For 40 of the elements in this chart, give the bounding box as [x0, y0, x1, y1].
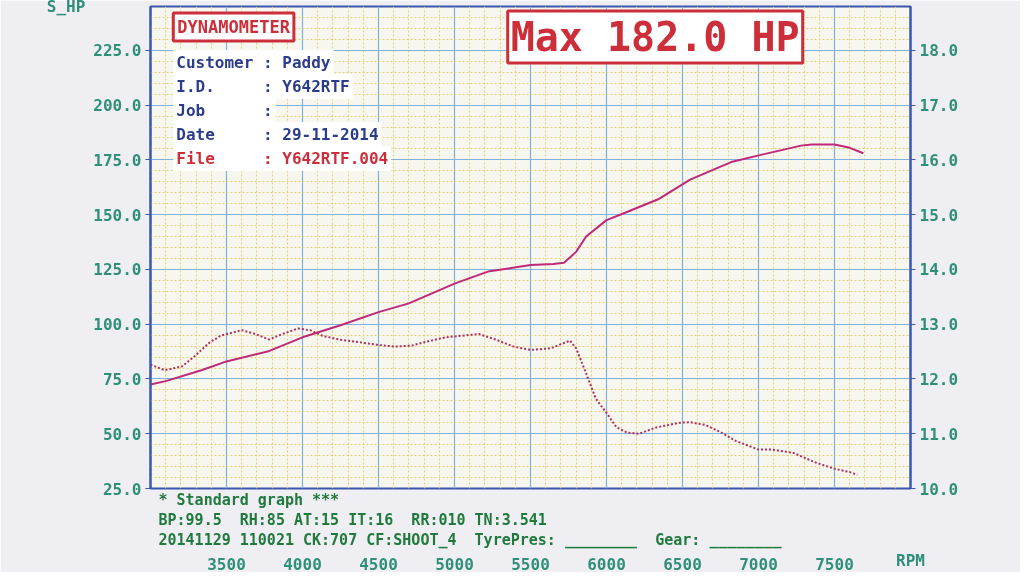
x-tick-label: 6500 — [663, 554, 702, 574]
x-tick-label: 4500 — [359, 554, 398, 574]
y-tick-label: 200.0 — [93, 96, 142, 116]
y-tick-label: 225.0 — [93, 41, 142, 61]
text: * Standard graph *** — [158, 490, 340, 509]
annotation: I.D. : Y642RTF — [176, 76, 350, 96]
x-tick-label: 7000 — [739, 554, 778, 574]
y2-tick-label: 17.0 — [919, 96, 959, 116]
text: DYNAMOMETER — [177, 16, 291, 37]
y2-tick-label: 14.0 — [919, 260, 959, 280]
text: 20141129 110021 CK:707 CF:SHOOT_4 TyrePres: ________ Gear: ________ — [158, 530, 783, 549]
y2-tick-label: 12.0 — [919, 369, 959, 389]
line-series — [150, 143, 865, 386]
x-tick-label: 6000 — [587, 554, 626, 574]
y-tick-label: 175.0 — [93, 150, 142, 170]
x-tick-label: 4000 — [283, 554, 322, 574]
annotation: File : Y642RTF.004 — [176, 148, 389, 168]
x-tick-label: 5500 — [511, 554, 550, 574]
y-axis-title: S_HP — [46, 0, 86, 16]
y2-tick-label: 15.0 — [919, 205, 959, 225]
y2-tick-label: 18.0 — [919, 41, 959, 61]
y-tick-label: 50.0 — [102, 424, 142, 444]
x-tick-label: 3500 — [207, 554, 246, 574]
y-tick-label: 150.0 — [93, 205, 142, 225]
y2-tick-label: 10.0 — [919, 479, 959, 499]
annotation: Job : — [176, 100, 273, 120]
text: BP:99.5 RH:85 AT:15 IT:16 RR:010 TN:3.541 — [158, 510, 547, 529]
y-tick-label: 125.0 — [93, 260, 142, 280]
y2-tick-label: 13.0 — [919, 315, 959, 335]
y-tick-label: 75.0 — [102, 369, 142, 389]
y2-tick-label: 11.0 — [919, 424, 959, 444]
annotation: Max 182.0 HP — [510, 13, 800, 60]
x-axis-title: RPM — [896, 550, 925, 570]
annotation: Date : 29-11-2014 — [176, 124, 379, 144]
y2-tick-label: 16.0 — [919, 150, 959, 170]
annotation: Customer : Paddy — [176, 52, 331, 72]
x-tick-label: 7500 — [815, 554, 854, 574]
y-tick-label: 25.0 — [102, 479, 142, 499]
x-tick-label: 5000 — [435, 554, 474, 574]
y-tick-label: 100.0 — [93, 315, 142, 335]
